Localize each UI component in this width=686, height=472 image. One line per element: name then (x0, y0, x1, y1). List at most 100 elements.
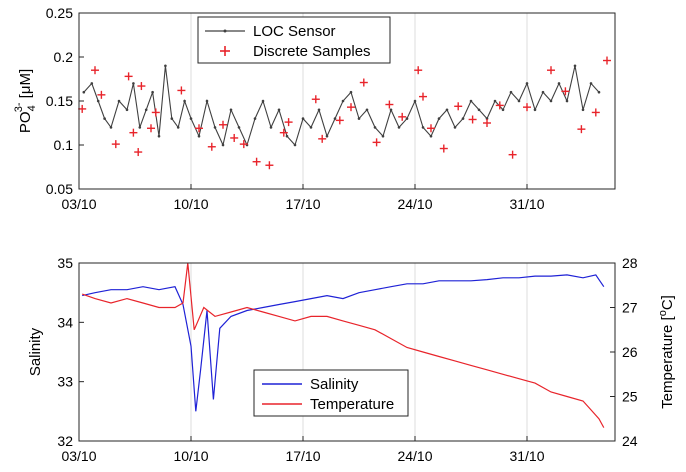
legend-discrete-samples-label: Discrete Samples (253, 43, 371, 60)
loc-sensor-point (293, 143, 297, 147)
loc-sensor-point (341, 99, 345, 103)
loc-sensor-point (197, 134, 201, 138)
top-y-tick-label: 0.15 (46, 93, 73, 109)
discrete-sample-marker (265, 161, 274, 170)
loc-sensor-point (309, 126, 313, 129)
loc-sensor-point (213, 126, 217, 129)
top-x-tick-label: 03/10 (61, 196, 96, 212)
discrete-sample-marker (547, 66, 555, 75)
loc-sensor-point (365, 108, 369, 112)
loc-sensor-point (525, 82, 529, 85)
discrete-sample-marker (359, 78, 368, 87)
loc-sensor-point (557, 82, 561, 85)
legend-temperature-label: Temperature (310, 396, 394, 413)
bottom-x-tick-label: 31/10 (509, 448, 544, 464)
discrete-sample-marker (124, 72, 133, 81)
discrete-sample-marker (111, 140, 120, 149)
discrete-sample-marker (454, 102, 463, 111)
discrete-sample-marker (427, 124, 435, 133)
loc-sensor-point (501, 108, 505, 112)
bottom-x-tick-label: 03/10 (61, 448, 96, 464)
bottom-legend-box (253, 369, 409, 417)
loc-sensor-point (517, 99, 521, 103)
loc-sensor-point (357, 117, 361, 120)
loc-sensor-point (389, 108, 393, 112)
loc-sensor-point (493, 99, 497, 103)
legend-discrete-samples-marker (220, 46, 230, 56)
loc-sensor-point (261, 99, 265, 103)
top-y-tick-label: 0.1 (54, 137, 74, 153)
top-x-tick-label: 24/10 (397, 196, 432, 212)
top-x-tick-label: 17/10 (285, 196, 320, 212)
bottom-left-y-tick-label: 34 (57, 314, 73, 330)
discrete-sample-marker (97, 90, 106, 99)
top-y-ticks: 0.05 0.1 0.15 0.2 0.25 (46, 5, 84, 197)
discrete-sample-marker (311, 95, 320, 104)
bottom-right-y-axis-label: Temperature [oC] (657, 295, 676, 409)
phosphate-panel: 0.05 0.1 0.15 0.2 0.25 03/10 10/10 17/10 24/10 3… (13, 5, 616, 212)
bottom-x-tick-label: 24/10 (397, 448, 432, 464)
bottom-left-y-tick-label: 32 (57, 433, 73, 449)
loc-sensor-point (413, 99, 417, 103)
discrete-sample-marker (591, 108, 600, 117)
discrete-sample-marker (577, 125, 586, 134)
bottom-left-y-tick-label: 33 (57, 374, 73, 390)
loc-sensor-point (138, 126, 142, 129)
loc-sensor-point (144, 108, 148, 112)
bottom-x-tick-label: 10/10 (173, 448, 208, 464)
discrete-sample-marker (219, 120, 227, 129)
loc-sensor-line (83, 65, 600, 147)
discrete-sample-marker (439, 144, 448, 153)
loc-sensor-point (437, 117, 441, 120)
discrete-sample-marker (230, 133, 239, 142)
loc-sensor-point (317, 108, 321, 112)
loc-sensor-point (333, 117, 337, 120)
bottom-left-y-tick-label: 35 (57, 255, 73, 271)
loc-sensor-point (421, 126, 425, 129)
discrete-sample-marker (207, 142, 216, 151)
discrete-sample-marker (419, 92, 427, 101)
loc-sensor-point (285, 134, 289, 138)
top-legend: LOC Sensor Discrete Samples (197, 16, 391, 64)
loc-sensor-point (301, 117, 305, 120)
top-x-ticks: 03/10 10/10 17/10 24/10 31/10 (61, 184, 545, 212)
discrete-sample-marker (335, 116, 344, 125)
bottom-right-y-ticks: 24 25 26 27 28 (610, 255, 638, 449)
bottom-series-group (82, 262, 605, 428)
loc-sensor-point (325, 134, 329, 138)
discrete-sample-marker (78, 104, 87, 113)
bottom-x-ticks: 03/10 10/10 17/10 24/10 31/10 (61, 436, 545, 464)
loc-sensor-point (461, 117, 465, 120)
discrete-sample-marker (603, 56, 611, 65)
discrete-sample-marker (239, 140, 248, 149)
discrete-sample-marker (137, 82, 146, 91)
discrete-sample-marker (414, 66, 423, 75)
discrete-sample-marker (523, 103, 531, 112)
discrete-sample-marker (561, 87, 570, 96)
bottom-right-y-tick-label: 25 (622, 389, 638, 405)
bottom-right-y-tick-label: 27 (622, 300, 638, 316)
loc-sensor-point (477, 108, 481, 112)
top-y-tick-label: 0.2 (54, 49, 74, 65)
loc-sensor-point (103, 117, 106, 120)
loc-sensor-point (469, 99, 473, 103)
top-y-tick-label: 0.25 (46, 5, 73, 21)
discrete-sample-marker (195, 124, 203, 133)
discrete-sample-marker (147, 124, 155, 133)
discrete-sample-marker (279, 128, 288, 137)
legend-salinity-label: Salinity (310, 376, 359, 393)
top-y-tick-label: 0.05 (46, 181, 73, 197)
bottom-legend: Salinity Temperature (253, 369, 409, 417)
loc-sensor-point (237, 126, 241, 129)
top-series-group (78, 56, 611, 170)
discrete-sample-marker (177, 86, 186, 95)
salinity-temperature-panel: 32 33 34 35 24 25 26 27 28 03/10 10/10 17/10 24/10… (27, 255, 676, 464)
loc-sensor-point (381, 134, 385, 138)
loc-sensor-point (164, 64, 167, 68)
loc-sensor-point (597, 90, 601, 94)
discrete-sample-marker (151, 108, 160, 117)
discrete-sample-marker (318, 134, 327, 143)
bottom-right-y-tick-label: 28 (622, 255, 638, 271)
loc-sensor-point (589, 82, 593, 85)
